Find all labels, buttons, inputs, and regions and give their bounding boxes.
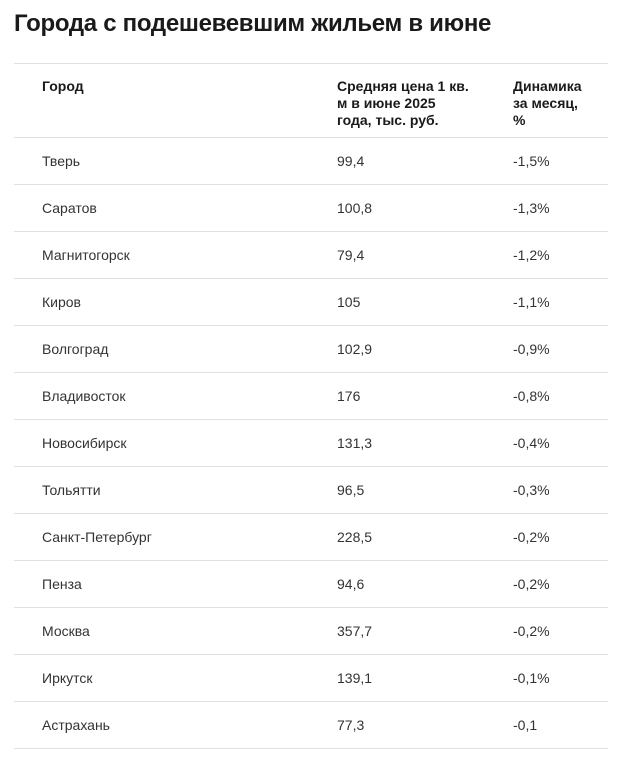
table-row: Киров 105 -1,1% (14, 279, 608, 326)
table-row: Иркутск 139,1 -0,1% (14, 655, 608, 702)
city-cell: Иркутск (42, 670, 93, 686)
change-cell: -0,1 (513, 717, 538, 733)
city-cell: Волгоград (42, 341, 109, 357)
change-cell: -1,3% (513, 200, 550, 216)
city-cell: Тольятти (42, 482, 101, 498)
column-header-city-label: Город (42, 78, 84, 94)
column-header-price: Средняя цена 1 кв. м в июне 2025 года, т… (337, 78, 513, 129)
city-cell: Магнитогорск (42, 247, 130, 263)
price-cell: 176 (337, 388, 361, 404)
table-row: Новосибирск 131,3 -0,4% (14, 420, 608, 467)
table-row: Астрахань 77,3 -0,1 (14, 702, 608, 749)
change-cell: -0,9% (513, 341, 550, 357)
price-cell: 94,6 (337, 576, 365, 592)
column-header-price-line1: Средняя цена 1 кв. (337, 78, 469, 94)
change-cell: -1,5% (513, 153, 550, 169)
city-cell: Киров (42, 294, 81, 310)
city-cell: Владивосток (42, 388, 126, 404)
table-header-row: Город Средняя цена 1 кв. м в июне 2025 г… (14, 63, 608, 138)
price-cell: 131,3 (337, 435, 373, 451)
table-row: Тольятти 96,5 -0,3% (14, 467, 608, 514)
change-cell: -1,1% (513, 294, 550, 310)
city-cell: Астрахань (42, 717, 110, 733)
table-row: Магнитогорск 79,4 -1,2% (14, 232, 608, 279)
price-cell: 79,4 (337, 247, 365, 263)
change-cell: -1,2% (513, 247, 550, 263)
column-header-change: Динамика за месяц, % (513, 78, 608, 129)
price-cell: 77,3 (337, 717, 365, 733)
city-cell: Новосибирск (42, 435, 127, 451)
change-cell: -0,3% (513, 482, 550, 498)
column-header-city: Город (14, 78, 337, 129)
city-cell: Пенза (42, 576, 82, 592)
column-header-change-line2: за месяц, (513, 95, 578, 111)
table-row: Владивосток 176 -0,8% (14, 373, 608, 420)
city-cell: Москва (42, 623, 90, 639)
table-row: Тверь 99,4 -1,5% (14, 138, 608, 185)
change-cell: -0,2% (513, 576, 550, 592)
column-header-price-line2: м в июне 2025 (337, 95, 436, 111)
change-cell: -0,2% (513, 529, 550, 545)
price-cell: 102,9 (337, 341, 373, 357)
table-row: Москва 357,7 -0,2% (14, 608, 608, 655)
column-header-price-line3: года, тыс. руб. (337, 112, 439, 128)
price-cell: 228,5 (337, 529, 373, 545)
change-cell: -0,8% (513, 388, 550, 404)
change-cell: -0,4% (513, 435, 550, 451)
city-cell: Тверь (42, 153, 81, 169)
column-header-change-line1: Динамика (513, 78, 582, 94)
price-cell: 96,5 (337, 482, 365, 498)
price-cell: 100,8 (337, 200, 373, 216)
column-header-change-line3: % (513, 112, 526, 128)
cities-price-table: Город Средняя цена 1 кв. м в июне 2025 г… (14, 63, 608, 749)
table-row: Волгоград 102,9 -0,9% (14, 326, 608, 373)
price-cell: 99,4 (337, 153, 365, 169)
city-cell: Санкт-Петербург (42, 529, 152, 545)
change-cell: -0,2% (513, 623, 550, 639)
price-cell: 139,1 (337, 670, 373, 686)
table-row: Саратов 100,8 -1,3% (14, 185, 608, 232)
table-row: Пенза 94,6 -0,2% (14, 561, 608, 608)
price-cell: 357,7 (337, 623, 373, 639)
city-cell: Саратов (42, 200, 97, 216)
change-cell: -0,1% (513, 670, 550, 686)
table-row: Санкт-Петербург 228,5 -0,2% (14, 514, 608, 561)
page-title: Города с подешевевшим жильем в июне (14, 10, 492, 37)
price-cell: 105 (337, 294, 361, 310)
